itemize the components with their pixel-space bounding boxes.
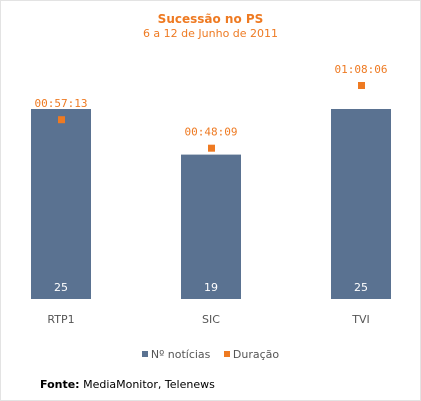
- duration-marker-sic: [208, 144, 215, 152]
- legend-swatch-duracao: [223, 351, 230, 357]
- source-note: Fonte: MediaMonitor, Telenews: [40, 378, 215, 391]
- bar-tvi: [331, 109, 391, 299]
- legend-swatch-noticias: [141, 351, 148, 357]
- bar-rtp1: [31, 109, 91, 299]
- duration-label-tvi: 01:08:06: [335, 63, 388, 76]
- duration-label-sic: 00:48:09: [185, 126, 238, 139]
- legend-item-duracao: Duração: [223, 348, 280, 361]
- bar-value-label-tvi: 25: [354, 281, 368, 294]
- x-tick-tvi: TVI: [351, 313, 370, 326]
- source-label: Fonte:: [40, 378, 80, 391]
- x-tick-rtp1: RTP1: [47, 313, 74, 326]
- duration-marker-rtp1: [58, 116, 65, 124]
- legend-label-noticias: Nº notícias: [150, 348, 211, 361]
- chart-title: Sucessão no PS: [157, 12, 264, 26]
- duration-marker-tvi: [358, 82, 365, 89]
- legend-item-noticias: Nº notícias: [141, 348, 211, 361]
- legend-label-duracao: Duração: [232, 348, 280, 361]
- chart-subtitle: 6 a 12 de Junho de 2011: [142, 27, 279, 40]
- bar-value-label-sic: 19: [204, 281, 218, 294]
- chart-legend: Nº notícias Duração: [0, 348, 421, 361]
- bar-value-label-rtp1: 25: [54, 281, 68, 294]
- bar-sic: [181, 154, 241, 299]
- x-tick-sic: SIC: [202, 313, 220, 326]
- duration-label-rtp1: 00:57:13: [35, 97, 88, 110]
- source-text: MediaMonitor, Telenews: [79, 378, 215, 391]
